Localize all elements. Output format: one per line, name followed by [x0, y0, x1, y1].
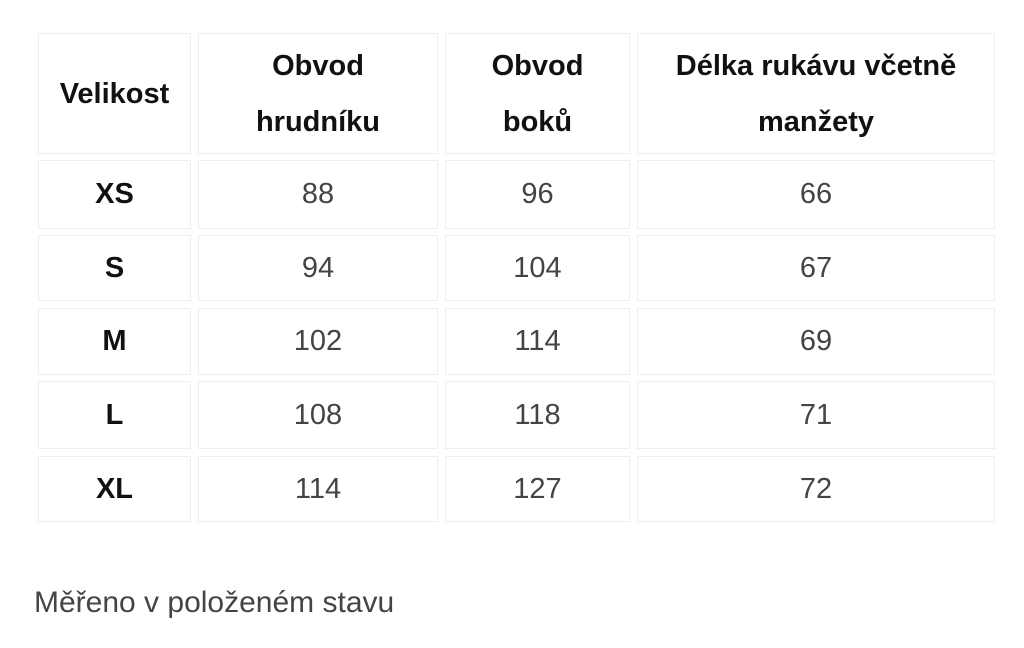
measurement: 71	[799, 398, 833, 431]
measurement: 127	[513, 472, 562, 505]
size-label: XL	[95, 472, 134, 505]
table-cell: Obvod boků	[445, 33, 630, 154]
table-cell: XL	[38, 456, 191, 522]
measurement: 67	[799, 251, 833, 284]
table-cell: 94	[198, 235, 438, 301]
measurement: 69	[799, 325, 833, 357]
size-label: L	[105, 398, 124, 431]
table-cell: Velikost	[38, 33, 191, 154]
table-cell: 66	[637, 160, 995, 229]
table-cell: 127	[445, 456, 630, 522]
table-cell: 104	[445, 235, 630, 301]
table-cell: Délka rukávu včetně manžety	[637, 33, 995, 154]
header-text: Obvod boků	[491, 49, 584, 138]
measurement: 114	[514, 325, 561, 357]
table-cell: 96	[445, 160, 630, 229]
measurement: 118	[514, 398, 561, 431]
table-cell: S	[38, 235, 191, 301]
table-cell: XS	[38, 160, 191, 229]
table-cell: 118	[445, 381, 630, 449]
measurement: 96	[521, 178, 554, 210]
header-text: Délka rukávu včetně manžety	[675, 49, 957, 138]
header-text: Velikost	[59, 77, 170, 110]
measurement: 102	[293, 325, 343, 357]
measurement: 66	[799, 178, 833, 210]
table-cell: 71	[637, 381, 995, 449]
table-cell: 69	[637, 308, 995, 375]
measurement: 72	[799, 472, 833, 505]
note: Měřeno v položeném stavu	[34, 586, 395, 619]
size-label: S	[104, 251, 125, 284]
table-cell: L	[38, 381, 191, 449]
measurement: 94	[301, 251, 335, 284]
table-cell: 88	[198, 160, 438, 229]
table-cell: Obvod hrudníku	[198, 33, 438, 154]
measurement: 108	[293, 398, 343, 431]
table-cell: M	[38, 308, 191, 375]
table-cell: 108	[198, 381, 438, 449]
table-cell: 114	[445, 308, 630, 375]
measurement: 104	[513, 251, 562, 284]
measurement: 114	[294, 472, 342, 505]
measurement: 88	[301, 178, 335, 210]
size-label: XS	[95, 178, 134, 210]
table-cell: 102	[198, 308, 438, 375]
table-cell: 72	[637, 456, 995, 522]
size-label: M	[102, 325, 127, 357]
table-cell: 67	[637, 235, 995, 301]
table-cell: 114	[198, 456, 438, 522]
header-text: Obvod hrudníku	[255, 49, 381, 138]
